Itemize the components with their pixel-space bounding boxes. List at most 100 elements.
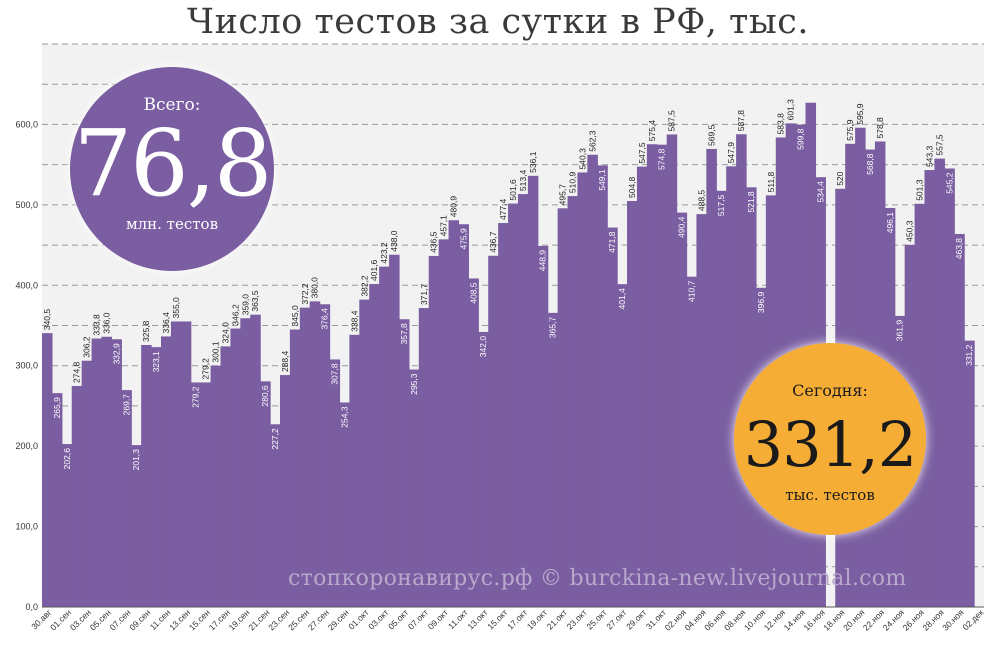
x-tick-label: 23.окт [565,607,589,631]
bar [627,200,638,607]
value-label: 457,1 [439,215,449,237]
value-label: 401,6 [369,259,379,281]
bar [666,134,678,607]
value-label: 363,5 [250,290,260,312]
value-label: 342,0 [478,336,488,358]
x-tick-label: 21.сен [246,607,271,632]
bar [260,381,271,607]
x-tick-labels: 30.авг01.сен03.сен05.сен07.сен09.сен11.с… [29,607,985,633]
x-tick-label: 25.сен [286,607,311,632]
bar [220,346,231,607]
total-value: 76,8 [73,110,273,217]
x-tick-label: 15.сен [187,607,212,632]
value-label: 540,3 [577,148,587,170]
bar [696,214,707,607]
bar [180,321,192,607]
bar [617,284,628,607]
bar [131,445,142,607]
value-label: 569,5 [706,124,716,146]
bar [42,333,53,607]
value-label: 359,0 [240,294,250,316]
value-label: 562,3 [587,130,597,152]
y-tick-labels: 0,0 100,0 200,0 300,0 400,0 500,0 600,0 [15,119,38,612]
value-label: 336,4 [161,312,171,334]
total-unit: млн. тестов [125,215,219,233]
x-tick-label: 13.окт [465,607,489,631]
value-label: 325,8 [141,320,151,342]
bar [141,344,152,607]
x-tick-label: 09.окт [426,607,450,631]
x-tick-label: 01.окт [346,607,370,631]
value-label: 436,5 [429,231,439,253]
value-label: 365,7 [548,317,558,339]
value-label: 557,5 [934,134,944,156]
value-label: 477,4 [498,198,508,220]
value-label: 336,0 [101,312,111,334]
value-label: 547,5 [637,142,647,164]
x-tick-label: 17.окт [505,607,529,631]
value-label: 504,8 [627,176,637,198]
x-tick-label: 11.окт [446,607,470,631]
value-label: 306,2 [82,336,92,358]
value-label: 575,9 [845,119,855,141]
total-tests-bubble: Всего: 76,8 млн. тестов [70,67,274,271]
bar [160,336,172,607]
bar [468,278,479,607]
x-tick-label: 27.окт [604,607,628,631]
bar [716,190,727,607]
bar [121,390,132,607]
bar [299,307,311,607]
bar [389,254,400,608]
x-tick-label: 30.ноя [940,607,966,633]
value-label: 520 [835,171,845,185]
bar [210,365,222,607]
bar [289,329,301,607]
bar [517,194,529,607]
bar [359,299,370,607]
value-label: 547,9 [726,142,736,164]
bar [478,331,489,607]
y-tick-label: 200,0 [15,441,38,451]
x-tick-label: 05.окт [386,607,410,631]
bar [369,283,380,607]
bar [924,170,936,608]
bar [706,148,717,607]
value-label: 513,4 [518,170,528,192]
x-tick-label: 09.сен [127,607,152,632]
value-label: 288,4 [280,351,290,373]
value-label: 376,4 [320,308,330,330]
bar [527,175,539,607]
today-tests-bubble: Сегодня: 331,2 тыс. тестов [734,343,926,535]
value-label: 410,7 [686,280,696,302]
value-label: 583,8 [776,113,786,135]
value-label: 463,8 [954,238,964,260]
value-label: 475,9 [458,228,468,250]
x-tick-label: 13.сен [167,607,192,632]
value-label: 279,2 [201,358,211,380]
bar [200,382,212,607]
value-label: 380,0 [310,277,320,299]
value-label: 408,5 [468,282,478,304]
value-label: 575,4 [647,120,657,142]
bar [111,339,122,607]
value-label: 438,0 [389,230,399,252]
value-label: 574,8 [657,148,667,170]
value-label: 480,9 [449,196,459,218]
value-label: 517,5 [716,195,726,217]
bar [676,212,688,607]
x-tick-label: 29.сен [326,607,351,632]
value-label: 396,9 [756,292,766,314]
x-tick-label: 07.сен [108,607,133,632]
bar [428,255,440,607]
bar [71,385,83,607]
value-label: 295,3 [409,373,419,395]
bar [607,227,618,607]
value-label: 202,6 [62,448,72,470]
value-label: 578,8 [875,117,885,139]
today-value: 331,2 [743,408,918,481]
value-label: 201,3 [131,449,141,471]
bar [488,255,499,607]
value-label: 501,3 [915,179,925,201]
bar [61,444,73,607]
